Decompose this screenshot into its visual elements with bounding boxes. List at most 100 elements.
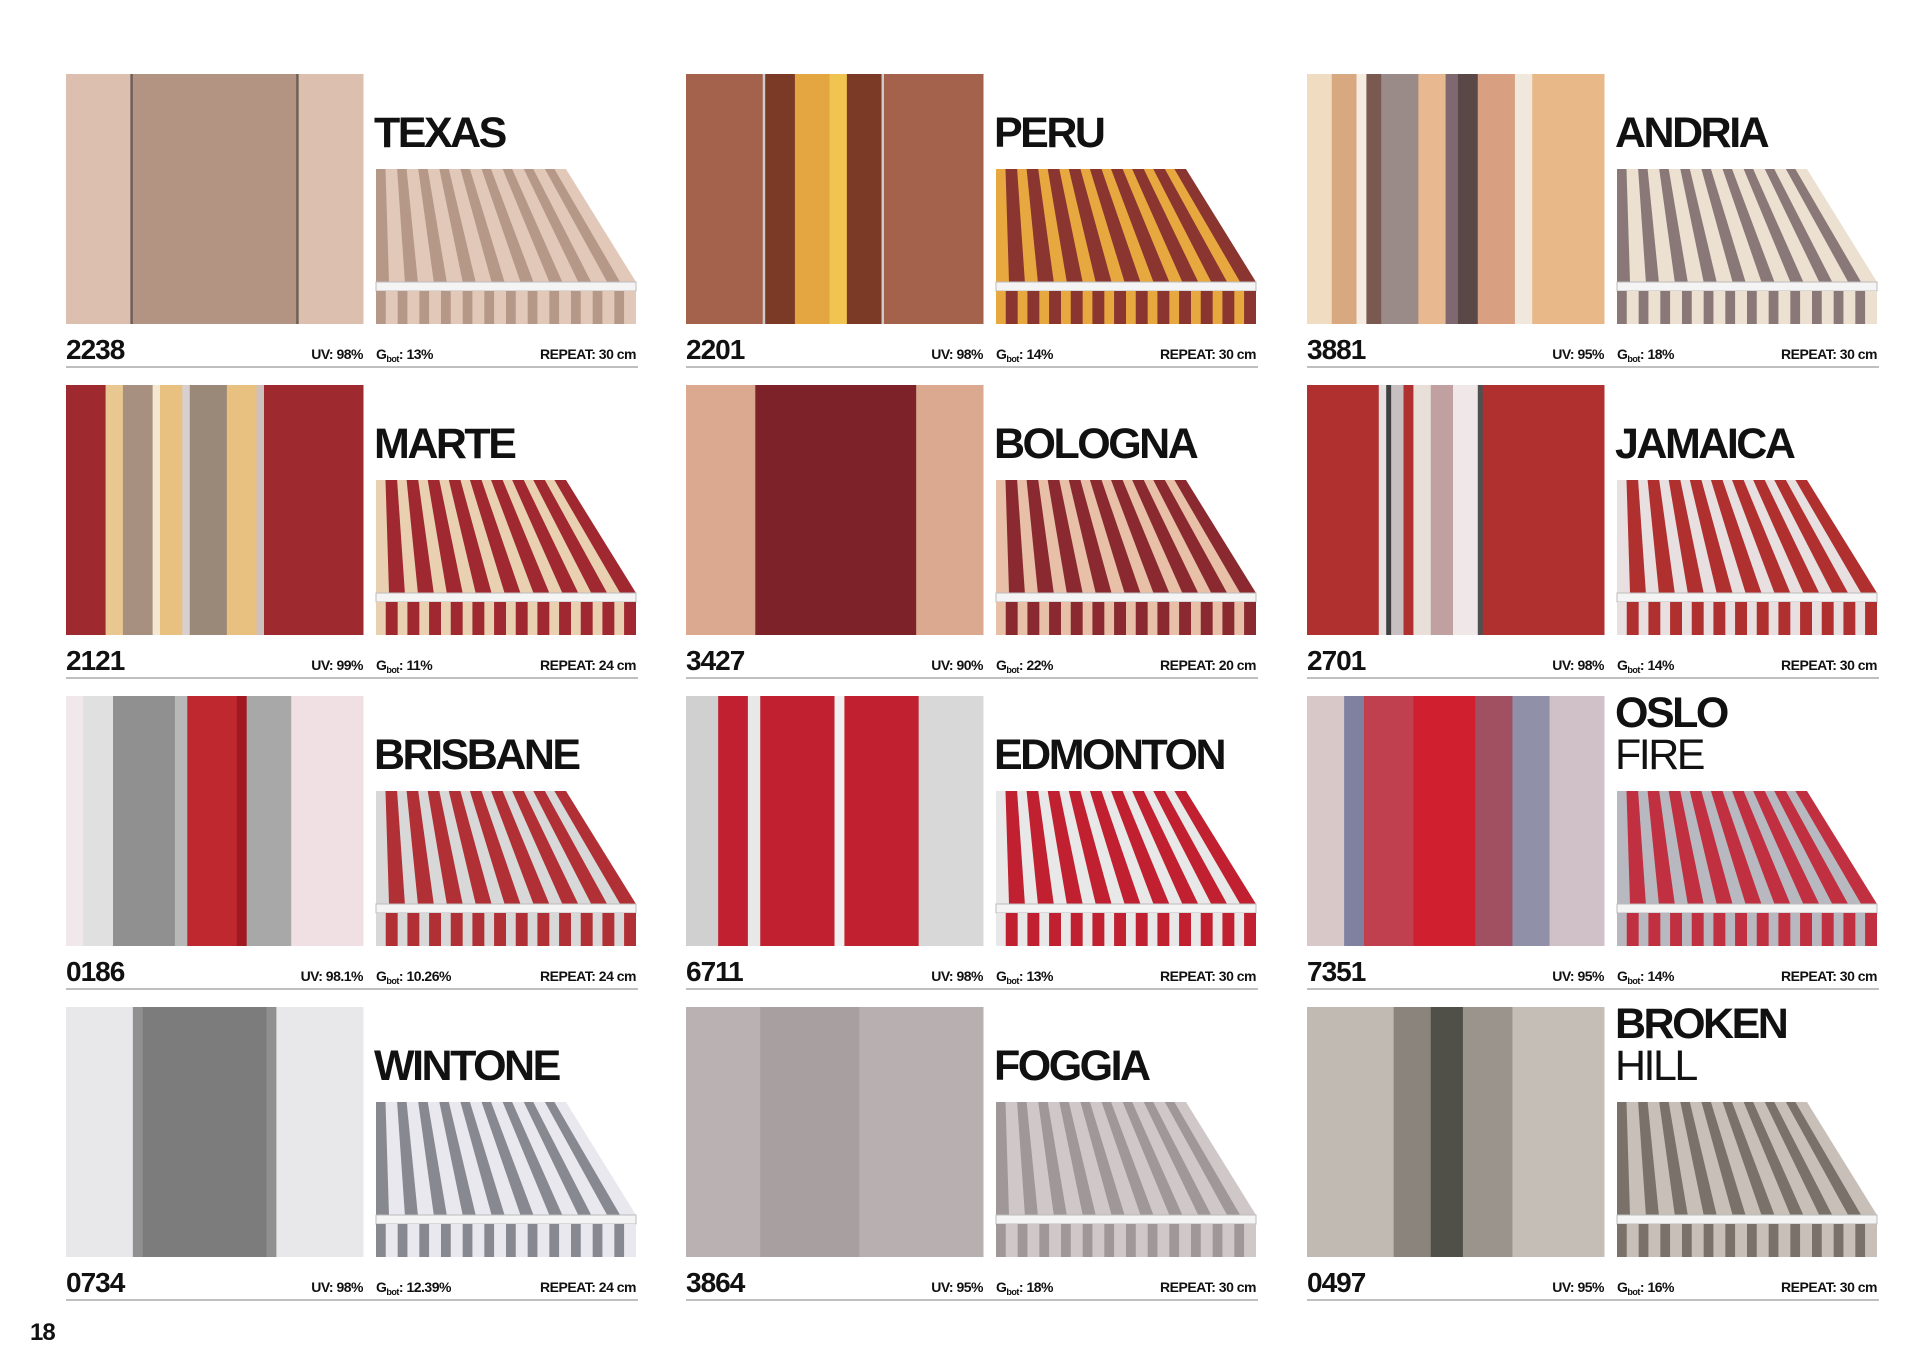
swatch-stripe <box>1331 74 1357 324</box>
swatch-stripe <box>296 74 300 324</box>
valance-stripe <box>1212 913 1223 946</box>
valance-stripe <box>1039 913 1050 946</box>
swatch-stripe <box>916 385 984 635</box>
awning-stripe <box>1080 480 1125 593</box>
awning-stripe <box>481 1102 534 1215</box>
awning-stripe <box>1785 480 1862 593</box>
swatch-stripe <box>266 1007 277 1257</box>
fabric-name: FOGGIA <box>994 1042 1150 1090</box>
gbot-number: : 11% <box>399 657 433 673</box>
awning-stripe <box>1785 1102 1862 1215</box>
awning-stripe <box>1659 791 1688 904</box>
valance-stripe <box>397 913 408 946</box>
valance-stripe <box>1660 913 1671 946</box>
awning-stripe <box>996 791 1009 904</box>
awning-rail <box>1616 903 1878 914</box>
valance-stripe <box>571 1224 581 1257</box>
valance-stripe <box>996 602 1006 635</box>
awning-stripe <box>1143 169 1212 282</box>
swatch-stripe <box>1386 385 1392 635</box>
valance-stripe <box>1082 1224 1093 1257</box>
swatch-stripe <box>1344 696 1365 946</box>
valance-stripe <box>1855 913 1866 946</box>
gbot-value: Gbot: 22% <box>996 657 1054 675</box>
valance-stripe <box>1682 1224 1692 1257</box>
valance-stripe <box>462 602 473 635</box>
valance-stripe <box>506 1224 516 1257</box>
awning-stripe <box>439 1102 476 1215</box>
valance-stripe <box>592 913 603 946</box>
valance-stripe <box>1212 602 1223 635</box>
swatch-stripe <box>226 385 258 635</box>
awning-stripe <box>1638 791 1659 904</box>
awning-stripe <box>996 1102 1009 1215</box>
fabric-code: 2201 <box>686 334 745 365</box>
awning-rail <box>995 592 1257 603</box>
valance-stripe <box>484 602 495 635</box>
awning-stripe <box>1743 791 1804 904</box>
awning-stripe <box>1701 480 1746 593</box>
awning-stripe <box>1017 480 1038 593</box>
swatch-stripe <box>760 696 835 946</box>
gbot-symbol: G <box>1617 968 1628 984</box>
valance-stripe <box>506 913 516 946</box>
gbot-value: Gbot: 10.26% <box>376 968 452 986</box>
valance-stripe <box>1703 291 1714 324</box>
awning-stripe <box>1101 791 1154 904</box>
awning-stripe <box>996 480 1009 593</box>
swatch-stripe <box>829 74 848 324</box>
valance-stripe <box>1104 602 1115 635</box>
swatch-stripe <box>1393 1007 1432 1257</box>
swatch-stripe <box>1363 696 1414 946</box>
valance-stripe <box>1039 1224 1050 1257</box>
swatch-stripe <box>834 696 845 946</box>
valance-stripe <box>1855 291 1866 324</box>
repeat-value: REPEAT: 30 cm <box>1781 346 1877 362</box>
swatch-stripe <box>246 696 292 946</box>
awning-stripe <box>1122 1102 1183 1215</box>
fabric-card: TEXAS 2238 UV: 98% Gbot: 13% REPEAT: 30 cm <box>66 74 638 368</box>
swatch-stripe <box>122 385 154 635</box>
fabric-card: EDMONTON 6711 UV: 98% Gbot: 13% REPEAT: 30 c… <box>686 696 1258 990</box>
gbot-symbol: G <box>1617 657 1628 673</box>
awning-stripe <box>502 791 563 904</box>
fabric-code: 0497 <box>1307 1267 1366 1298</box>
valance-stripe <box>1039 602 1050 635</box>
awning-stripe <box>460 480 505 593</box>
gbot-sub: bot <box>1006 354 1019 364</box>
awning-stripe <box>1764 1102 1833 1215</box>
valance-stripe <box>1768 291 1779 324</box>
valance-stripe <box>1682 602 1692 635</box>
swatch-stripe <box>1453 385 1479 635</box>
awning-rail <box>375 1214 637 1225</box>
fabric-name: PERU <box>994 109 1104 157</box>
awning-stripe <box>1680 169 1717 282</box>
valance-stripe <box>1812 602 1822 635</box>
swatch-stripe <box>1549 696 1605 946</box>
valance-stripe <box>571 602 581 635</box>
awning-stripe <box>1764 480 1833 593</box>
awning-stripe <box>1017 791 1038 904</box>
awning-stripe <box>1038 791 1067 904</box>
valance-stripe <box>549 291 560 324</box>
valance-stripe <box>397 602 408 635</box>
valance-stripe <box>614 1224 625 1257</box>
repeat-value: REPEAT: 30 cm <box>1781 657 1877 673</box>
gbot-value: Gbot: 13% <box>996 968 1054 986</box>
valance-stripe <box>1104 1224 1115 1257</box>
valance-stripe <box>1147 913 1158 946</box>
awning-stripe <box>1164 480 1241 593</box>
gbot-sub: bot <box>1627 976 1640 986</box>
swatch-stripe <box>794 74 831 324</box>
valance-stripe <box>592 291 603 324</box>
swatch-stripe <box>762 74 766 324</box>
valance-stripe <box>1234 913 1245 946</box>
uv-value: UV: 98.1% <box>301 968 364 984</box>
awning-stripe <box>439 480 476 593</box>
valance-stripe <box>1104 291 1115 324</box>
awning-stripe <box>1164 791 1241 904</box>
valance-stripe <box>1082 913 1093 946</box>
swatch-stripe <box>1378 385 1387 635</box>
